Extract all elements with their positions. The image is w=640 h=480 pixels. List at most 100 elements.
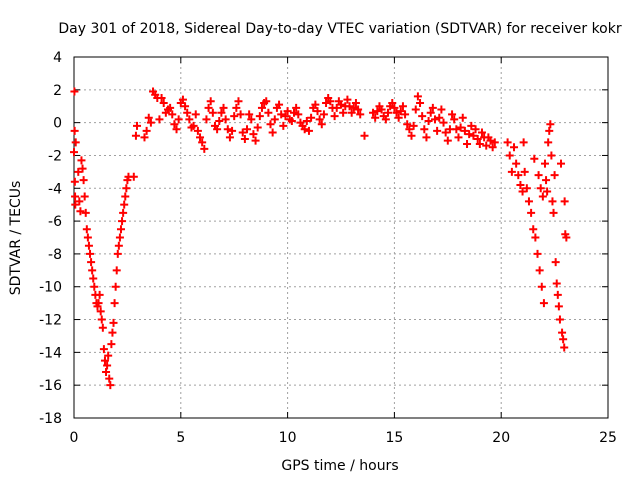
data-point [409, 121, 418, 130]
data-point [520, 167, 529, 176]
data-point [544, 138, 553, 147]
y-axis-label: SDTVAR / TECUs [8, 181, 24, 296]
data-point [84, 241, 93, 250]
data-point [505, 151, 514, 160]
data-point [225, 133, 234, 142]
data-point [79, 176, 88, 185]
data-point [467, 121, 476, 130]
data-point [245, 110, 254, 119]
data-point [118, 217, 127, 226]
data-point [507, 167, 516, 176]
data-point [281, 112, 290, 121]
data-point [377, 105, 386, 114]
data-point [112, 266, 121, 275]
data-point [426, 108, 435, 117]
data-point [522, 184, 531, 193]
data-point [111, 282, 120, 291]
data-point [110, 299, 119, 308]
data-point [503, 138, 512, 147]
data-point [70, 126, 79, 135]
data-point [383, 108, 392, 117]
data-point [206, 97, 215, 106]
data-point [534, 171, 543, 180]
data-point [70, 148, 78, 157]
data-point [537, 282, 546, 291]
data-point [270, 115, 279, 124]
data-point [116, 225, 125, 234]
x-tick-label: 15 [385, 430, 403, 446]
data-point [337, 100, 345, 109]
data-point [547, 151, 556, 160]
data-point [253, 123, 262, 132]
data-point [418, 112, 427, 121]
data-point [129, 172, 138, 181]
x-tick-label: 0 [70, 430, 79, 446]
data-point [559, 335, 568, 344]
y-tick-label: -16 [39, 378, 62, 394]
data-point [527, 208, 536, 217]
data-point [76, 207, 85, 216]
y-tick-label: -2 [48, 148, 62, 164]
data-point [441, 128, 450, 137]
data-point [78, 164, 87, 173]
data-point [109, 318, 118, 327]
data-point [98, 323, 107, 332]
data-point [234, 97, 243, 106]
data-point [416, 98, 425, 107]
data-point [191, 110, 200, 119]
data-point [230, 112, 239, 121]
data-point [540, 159, 549, 168]
data-point [465, 130, 474, 139]
data-point [313, 107, 322, 116]
data-point [490, 138, 499, 147]
y-tick-label: -10 [39, 280, 62, 296]
data-point [102, 368, 111, 377]
data-points [70, 87, 571, 390]
data-point [311, 100, 320, 109]
data-point [142, 126, 151, 135]
data-point [204, 103, 213, 112]
data-point [554, 302, 563, 311]
data-point [277, 110, 286, 119]
data-point [560, 343, 569, 352]
data-point [140, 133, 149, 142]
data-point [168, 110, 177, 119]
data-point [345, 102, 354, 111]
grid [74, 57, 608, 418]
data-point [510, 143, 519, 152]
data-point [255, 112, 264, 121]
data-point [120, 200, 129, 209]
data-point [349, 103, 358, 112]
data-point [304, 126, 313, 135]
data-point [172, 125, 181, 134]
data-point [97, 315, 106, 324]
data-point [347, 108, 356, 117]
data-point [70, 177, 79, 186]
data-point [339, 108, 348, 117]
data-point [473, 135, 482, 144]
data-point [514, 171, 523, 180]
data-point [264, 108, 273, 117]
data-point [217, 108, 226, 117]
data-point [550, 171, 559, 180]
data-point [463, 139, 472, 148]
data-point [100, 356, 109, 365]
data-point [530, 154, 539, 163]
data-point [456, 123, 465, 132]
data-point [106, 381, 115, 390]
data-point [420, 125, 429, 134]
data-point [475, 139, 484, 148]
x-tick-label: 20 [492, 430, 510, 446]
data-point [422, 133, 431, 142]
data-point [524, 197, 533, 206]
data-point [88, 266, 97, 275]
data-point [560, 197, 569, 206]
x-tick-label: 5 [176, 430, 185, 446]
data-point [405, 125, 414, 134]
data-point [317, 120, 326, 129]
data-point [249, 130, 258, 139]
data-point [119, 208, 128, 217]
data-point [157, 94, 166, 103]
data-point [398, 102, 407, 111]
data-point [538, 192, 547, 201]
